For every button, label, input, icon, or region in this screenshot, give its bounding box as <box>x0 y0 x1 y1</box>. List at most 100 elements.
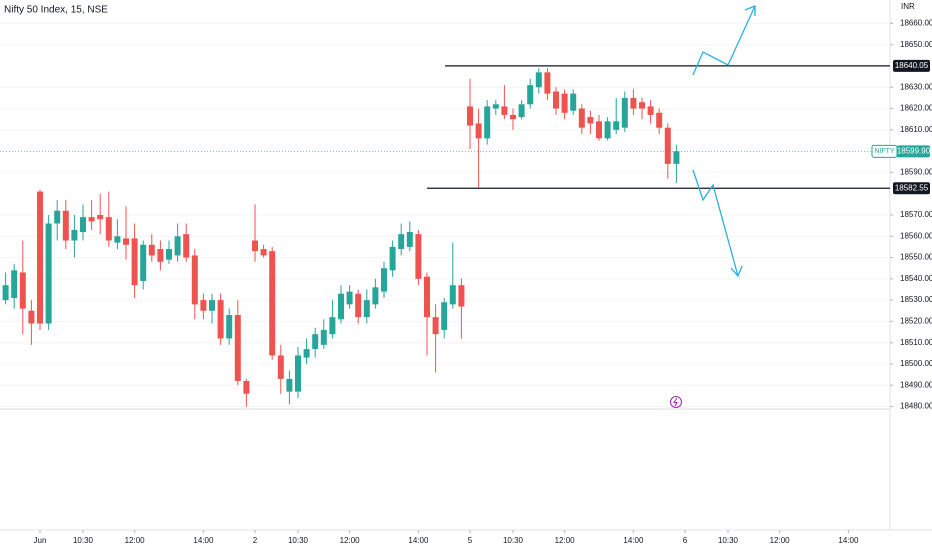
candle-body <box>613 121 620 130</box>
candle-body <box>140 244 147 281</box>
x-tick-label: 10:30 <box>503 536 524 545</box>
x-tick-label: 10:30 <box>718 536 739 545</box>
last-price-label: 18599.90 <box>897 146 931 155</box>
candle-body <box>355 293 362 318</box>
x-tick-label: 14:00 <box>408 536 429 545</box>
candle-body <box>97 214 104 220</box>
candle-body <box>148 244 155 256</box>
y-tick-label: 18540.00 <box>900 274 932 283</box>
candle-body <box>432 317 439 335</box>
x-tick-label: 6 <box>683 536 688 545</box>
candle-body <box>656 112 663 128</box>
arrow-down-head <box>730 265 743 278</box>
candle-body <box>260 249 267 256</box>
candle-body <box>441 302 448 330</box>
candle-body <box>191 255 198 305</box>
candle-body <box>415 234 422 279</box>
candle-body <box>570 93 577 111</box>
y-tick-label: 18520.00 <box>900 317 932 326</box>
candle-body <box>28 310 35 324</box>
y-tick-label: 18650.00 <box>900 40 932 49</box>
y-tick-label: 18610.00 <box>900 125 932 134</box>
candle-body <box>114 236 121 243</box>
candle-body <box>510 114 516 120</box>
candle-body <box>71 229 78 241</box>
y-tick-label: 18660.00 <box>900 19 932 28</box>
x-tick-label: 5 <box>468 536 473 545</box>
candle-body <box>37 191 43 324</box>
candle-body <box>105 217 112 241</box>
candle-body <box>604 121 611 139</box>
y-tick-label: 18500.00 <box>900 359 932 368</box>
candle-body <box>252 240 258 252</box>
level-label-box <box>893 59 930 72</box>
level-label-box <box>893 182 930 195</box>
y-tick-label: 18480.00 <box>900 402 932 411</box>
candle-body <box>277 355 284 379</box>
candle-body <box>62 210 69 241</box>
chart-title: Nifty 50 Index, 15, NSE <box>4 5 108 16</box>
candle-body <box>88 217 95 222</box>
candle-body <box>389 246 396 271</box>
candle-body <box>286 378 293 392</box>
candle-body <box>320 329 327 345</box>
candle-body <box>312 334 319 350</box>
candle-body <box>209 300 215 311</box>
x-tick-label: 10:30 <box>288 536 309 545</box>
candles <box>2 68 680 407</box>
candle-body <box>673 151 680 164</box>
candle-body <box>346 291 353 305</box>
currency-label: INR <box>901 2 915 11</box>
y-tick-label: 18570.00 <box>900 210 932 219</box>
y-tick-label: 18530.00 <box>900 295 932 304</box>
candle-body <box>19 272 26 309</box>
candle-body <box>578 108 585 128</box>
candle-body <box>630 97 637 109</box>
candle-body <box>639 102 645 109</box>
candle-body <box>424 276 430 318</box>
level-label: 18640.05 <box>895 61 929 70</box>
overlays <box>0 65 890 189</box>
candle-body <box>553 91 559 109</box>
candle-body <box>449 285 456 305</box>
candle-body <box>166 249 172 260</box>
candle-body <box>406 232 413 247</box>
candle-body <box>131 238 138 286</box>
candle-body <box>458 285 465 307</box>
x-tick-label: 12:00 <box>770 536 791 545</box>
candle-body <box>243 381 250 394</box>
event-icon-bolt <box>673 397 678 407</box>
candle-body <box>11 270 18 298</box>
grid <box>0 22 890 408</box>
arrow-up-head <box>744 5 756 16</box>
x-tick-label: 14:00 <box>193 536 214 545</box>
candle-body <box>475 123 482 139</box>
candle-body <box>596 121 602 139</box>
candle-body <box>338 293 344 320</box>
arrow-down-path <box>692 169 739 277</box>
candle-body <box>217 300 224 339</box>
candle-body <box>157 249 164 262</box>
candle-body <box>234 315 241 382</box>
y-tick-label: 18620.00 <box>900 104 932 113</box>
last-price-name: NIFTY <box>874 148 895 155</box>
candle-body <box>303 349 310 358</box>
candle-body <box>363 300 370 318</box>
y-tick-label: 18490.00 <box>900 380 932 389</box>
candle-body <box>54 210 61 224</box>
candle-body <box>587 117 594 124</box>
candle-body <box>45 223 52 324</box>
candle-body <box>2 285 9 301</box>
candle-body <box>544 72 551 94</box>
candle-body <box>527 85 534 105</box>
candle-body <box>501 106 508 115</box>
candle-body <box>372 287 379 305</box>
candle-body <box>561 93 568 113</box>
x-tick-label: 12:00 <box>340 536 361 545</box>
x-tick-label: 14:00 <box>838 536 859 545</box>
candle-body <box>467 106 473 126</box>
candle-body <box>295 355 301 392</box>
arrow-down <box>692 169 743 278</box>
